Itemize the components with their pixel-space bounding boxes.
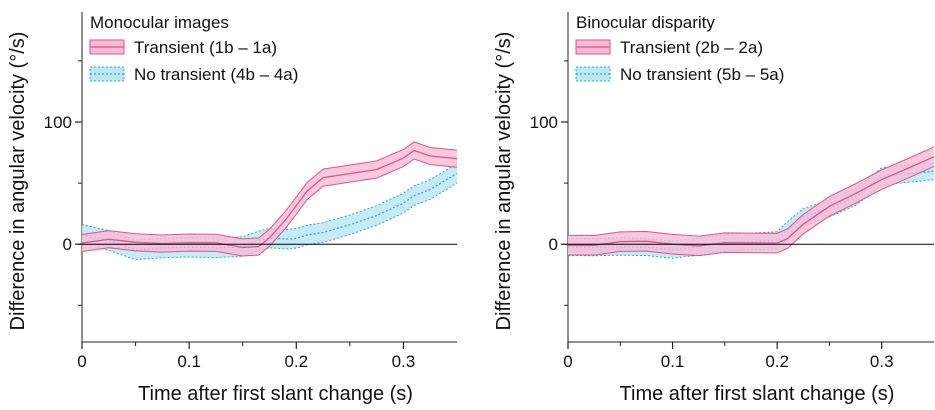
legend-title: Binocular disparity [576, 13, 715, 32]
y-tick-label: 0 [63, 235, 72, 254]
series-band-1 [82, 141, 457, 257]
y-axis-title: Difference in angular velocity (°/s) [7, 32, 29, 331]
x-axis-title: Time after first slant change (s) [620, 383, 895, 405]
y-tick-label: 100 [530, 113, 558, 132]
legend-label-2: No transient (5b – 5a) [620, 65, 784, 84]
y-tick-label: 100 [44, 113, 72, 132]
series-line-1 [81, 149, 458, 249]
chart-panel-1: 0 100 0 0.1 0.2 0.3 Time after first slant cha… [7, 12, 458, 405]
legend-label-1: Transient (2b – 2a) [620, 38, 763, 57]
x-tick-label: 0 [563, 352, 572, 371]
series-lower-edge [567, 166, 935, 257]
x-axis-title: Time after first slant change (s) [138, 383, 413, 405]
legend-title: Monocular images [90, 13, 229, 32]
y-axis-title: Difference in angular velocity (°/s) [493, 32, 515, 331]
x-tick-label: 0 [77, 352, 86, 371]
series-lower-edge [81, 158, 458, 257]
x-tick-label: 0.2 [284, 352, 308, 371]
series-band-1 [568, 146, 934, 256]
x-tick-label: 0.1 [177, 352, 201, 371]
legend-label-2: No transient (4b – 4a) [134, 65, 298, 84]
chart-panel-2: 0 100 0 0.1 0.2 0.3 Time after first slant cha… [493, 12, 935, 405]
x-tick-label: 0.1 [661, 352, 685, 371]
series-upper-edge [567, 146, 935, 237]
series-upper-edge [81, 141, 458, 240]
y-tick-label: 0 [549, 235, 558, 254]
x-tick-label: 0.3 [870, 352, 894, 371]
x-tick-label: 0.3 [392, 352, 416, 371]
series-line-1 [567, 156, 935, 247]
legend-label-1: Transient (1b – 1a) [134, 38, 277, 57]
x-tick-label: 0.2 [765, 352, 789, 371]
